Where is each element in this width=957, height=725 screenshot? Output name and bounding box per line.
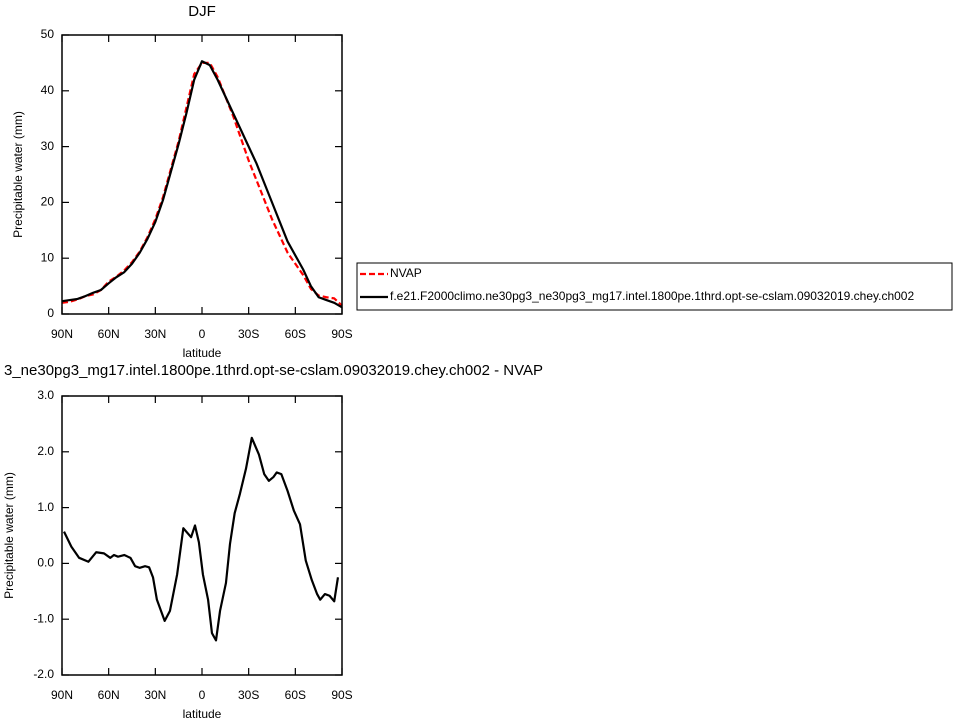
y-tick-label: 10: [41, 250, 55, 264]
x-tick-label: 60S: [285, 327, 306, 341]
chart-title: DJF: [188, 3, 216, 20]
data-line: [61, 61, 343, 307]
y-tick-label: 30: [41, 139, 55, 153]
y-tick-label: 2.0: [37, 444, 54, 458]
x-tick-label: 0: [199, 327, 206, 341]
y-tick-label: -2.0: [33, 667, 54, 681]
x-tick-label: 30N: [144, 327, 166, 341]
x-tick-label: 90N: [51, 688, 73, 702]
x-tick-label: 30S: [238, 327, 259, 341]
x-tick-label: 90S: [331, 688, 352, 702]
data-line: [63, 436, 340, 642]
plot-frame: [61, 34, 343, 315]
y-tick-label: 1.0: [37, 500, 54, 514]
y-axis-label: Precipitable water (mm): [11, 111, 25, 238]
x-tick-label: 0: [199, 688, 206, 702]
legend-label: NVAP: [390, 266, 422, 280]
x-tick-label: 90N: [51, 327, 73, 341]
y-tick-label: 0.0: [37, 556, 54, 570]
data-line: [61, 60, 343, 309]
x-tick-label: 60S: [285, 688, 306, 702]
legend-box: [356, 262, 953, 311]
y-tick-label: -1.0: [33, 611, 54, 625]
y-tick-label: 3.0: [37, 388, 54, 402]
y-tick-label: 20: [41, 195, 55, 209]
x-tick-label: 30S: [238, 688, 259, 702]
legend-label: f.e21.F2000climo.ne30pg3_ne30pg3_mg17.in…: [390, 289, 914, 303]
x-tick-label: 90S: [331, 327, 352, 341]
x-tick-label: 30N: [144, 688, 166, 702]
plot-frame: [61, 395, 343, 676]
x-axis-label: latitude: [183, 707, 222, 721]
y-axis-label: Precipitable water (mm): [2, 472, 16, 599]
y-tick-label: 0: [47, 306, 54, 320]
y-tick-label: 40: [41, 83, 55, 97]
y-tick-label: 50: [41, 27, 55, 41]
chart-title: 3_ne30pg3_mg17.intel.1800pe.1thrd.opt-se…: [4, 362, 543, 379]
x-tick-label: 60N: [98, 688, 120, 702]
x-axis-label: latitude: [183, 346, 222, 360]
x-tick-label: 60N: [98, 327, 120, 341]
